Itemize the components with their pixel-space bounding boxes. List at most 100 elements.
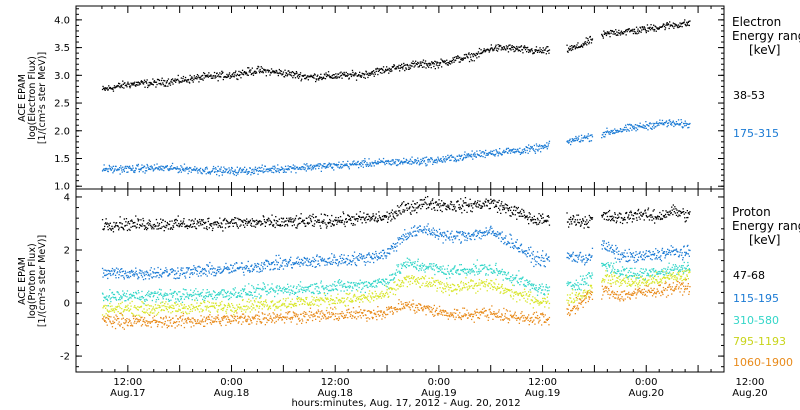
proton-point xyxy=(175,301,177,303)
proton-point xyxy=(220,222,222,224)
proton-point xyxy=(169,220,171,222)
electron-point xyxy=(133,82,135,85)
proton-point xyxy=(190,220,192,222)
electron-point xyxy=(520,152,523,154)
electron-point xyxy=(195,77,197,80)
proton-point xyxy=(429,230,431,233)
electron-point xyxy=(234,170,236,172)
proton-point xyxy=(492,200,494,202)
electron-point xyxy=(321,167,323,169)
proton-point xyxy=(427,223,429,225)
electron-point xyxy=(391,160,393,162)
proton-point xyxy=(511,242,513,244)
proton-point xyxy=(644,209,646,211)
electron-data-points xyxy=(101,19,691,177)
electron-point xyxy=(103,87,105,89)
proton-point xyxy=(274,226,276,229)
proton-point xyxy=(627,217,629,219)
proton-point xyxy=(298,222,300,225)
electron-point xyxy=(473,60,475,62)
proton-point xyxy=(622,255,625,257)
proton-point xyxy=(571,223,573,225)
electron-point xyxy=(463,153,466,156)
proton-point xyxy=(197,275,200,277)
electron-point xyxy=(443,61,445,64)
proton-point xyxy=(119,299,121,301)
proton-point xyxy=(268,292,270,294)
proton-point xyxy=(198,295,201,297)
electron-point xyxy=(682,126,684,128)
electron-point xyxy=(476,53,478,55)
electron-point xyxy=(260,70,262,72)
proton-point xyxy=(378,211,380,213)
electron-point xyxy=(367,74,370,76)
electron-point xyxy=(274,167,276,169)
electron-point xyxy=(652,28,654,31)
electron-point xyxy=(684,23,686,26)
proton-point xyxy=(348,215,350,217)
electron-point xyxy=(126,86,128,88)
electron-point xyxy=(655,30,657,32)
electron-point xyxy=(240,77,242,79)
electron-point xyxy=(651,27,653,30)
proton-point xyxy=(381,215,384,218)
electron-point xyxy=(513,151,515,153)
electron-point xyxy=(182,75,185,78)
electron-point xyxy=(629,123,631,125)
electron-point xyxy=(433,65,435,68)
electron-point xyxy=(125,84,128,86)
proton-point xyxy=(668,214,670,216)
electron-point xyxy=(518,151,520,153)
electron-point xyxy=(226,76,229,78)
proton-point xyxy=(602,240,604,242)
proton-point xyxy=(639,212,641,214)
proton-point xyxy=(304,257,306,259)
proton-point xyxy=(209,223,211,225)
proton-point xyxy=(317,219,319,221)
electron-point xyxy=(588,43,590,45)
proton-point xyxy=(677,251,679,253)
proton-point xyxy=(154,272,157,274)
proton-point xyxy=(476,234,478,237)
electron-point xyxy=(241,171,243,173)
proton-point xyxy=(106,273,108,276)
electron-point xyxy=(134,169,136,172)
electron-point xyxy=(157,168,159,171)
electron-point xyxy=(205,76,207,78)
electron-point xyxy=(360,165,362,167)
proton-point xyxy=(478,237,481,239)
proton-point xyxy=(222,294,224,296)
proton-point xyxy=(335,219,337,221)
proton-point xyxy=(314,288,316,290)
proton-point xyxy=(413,210,415,212)
electron-point xyxy=(313,73,316,75)
electron-point xyxy=(203,72,205,74)
electron-point xyxy=(590,38,592,41)
electron-point xyxy=(309,167,311,169)
proton-point xyxy=(197,222,200,224)
proton-point xyxy=(198,218,201,221)
electron-point xyxy=(400,66,402,69)
electron-point xyxy=(311,75,313,77)
proton-point xyxy=(505,212,507,214)
proton-point xyxy=(354,219,357,221)
electron-point xyxy=(319,163,321,165)
proton-point xyxy=(503,237,505,239)
electron-point xyxy=(333,163,335,165)
proton-point xyxy=(227,267,230,269)
proton-point xyxy=(531,219,533,221)
electron-ytick-label: 2.0 xyxy=(54,126,70,137)
electron-point xyxy=(372,73,374,75)
proton-point xyxy=(345,218,347,220)
proton-point xyxy=(302,220,304,222)
proton-point xyxy=(180,267,182,269)
proton-point xyxy=(193,272,195,274)
proton-point xyxy=(347,214,349,217)
electron-point xyxy=(419,162,421,164)
proton-point xyxy=(255,219,258,221)
electron-point xyxy=(122,166,124,168)
electron-point xyxy=(633,30,635,32)
proton-point xyxy=(227,268,229,271)
proton-point xyxy=(448,205,450,207)
proton-point xyxy=(234,217,236,219)
